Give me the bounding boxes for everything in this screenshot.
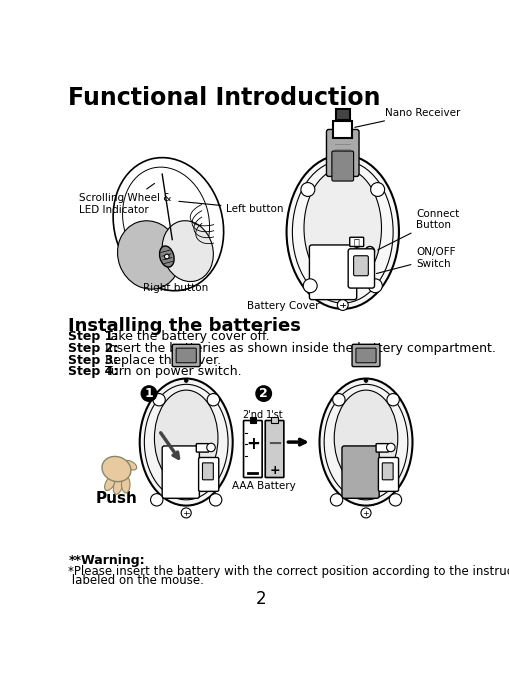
Circle shape [141, 386, 156, 401]
FancyBboxPatch shape [382, 463, 392, 480]
Text: Scrolling Wheel &
LED Indicator: Scrolling Wheel & LED Indicator [79, 183, 172, 215]
FancyBboxPatch shape [353, 256, 367, 276]
Text: *Please insert the battery with the correct position according to the instructio: *Please insert the battery with the corr… [68, 565, 509, 577]
Circle shape [386, 443, 394, 452]
FancyBboxPatch shape [198, 458, 218, 492]
Circle shape [150, 494, 163, 506]
Circle shape [330, 494, 342, 506]
Circle shape [386, 394, 399, 406]
Circle shape [364, 247, 374, 256]
FancyBboxPatch shape [326, 129, 358, 176]
Circle shape [303, 279, 317, 293]
FancyBboxPatch shape [331, 151, 353, 181]
Circle shape [370, 183, 384, 196]
Text: +: + [269, 464, 279, 477]
Text: 2: 2 [259, 387, 268, 400]
Ellipse shape [319, 379, 412, 505]
Circle shape [164, 254, 169, 259]
Text: Push: Push [95, 490, 137, 505]
Circle shape [363, 379, 367, 383]
Bar [271, 417, 277, 423]
Text: Connect
Button: Connect Button [377, 209, 459, 250]
Text: Installing the batteries: Installing the batteries [68, 317, 301, 334]
Ellipse shape [286, 155, 398, 309]
FancyBboxPatch shape [309, 245, 356, 300]
Text: Replace the cover.: Replace the cover. [101, 353, 220, 366]
Ellipse shape [104, 475, 116, 490]
Text: 1: 1 [145, 387, 153, 400]
Ellipse shape [162, 221, 213, 281]
Text: Step 3:: Step 3: [68, 353, 119, 366]
Circle shape [332, 394, 345, 406]
Bar [249, 417, 256, 423]
Text: AAA Battery: AAA Battery [232, 481, 295, 492]
Circle shape [184, 379, 188, 383]
Ellipse shape [113, 477, 123, 494]
FancyBboxPatch shape [378, 458, 398, 492]
FancyBboxPatch shape [335, 110, 349, 121]
Circle shape [300, 183, 314, 196]
FancyBboxPatch shape [172, 345, 200, 366]
Text: 1'st: 1'st [265, 410, 283, 419]
Text: −: − [267, 435, 281, 454]
FancyBboxPatch shape [342, 446, 378, 498]
Text: **Warning:: **Warning: [68, 554, 145, 567]
Circle shape [367, 279, 382, 293]
FancyBboxPatch shape [196, 443, 208, 452]
Ellipse shape [121, 476, 130, 493]
Ellipse shape [139, 379, 232, 505]
Circle shape [388, 494, 401, 506]
FancyBboxPatch shape [375, 443, 388, 452]
Text: Battery Cover: Battery Cover [246, 298, 335, 311]
Text: Insert the batteries as shown inside the battery compartment.: Insert the batteries as shown inside the… [101, 342, 495, 355]
Text: Left button: Left button [179, 202, 284, 214]
Circle shape [206, 443, 215, 452]
Text: Step 2:: Step 2: [68, 342, 119, 355]
Ellipse shape [333, 390, 397, 486]
Circle shape [209, 494, 221, 506]
Text: Functional Introduction: Functional Introduction [68, 86, 380, 110]
FancyBboxPatch shape [349, 237, 363, 247]
FancyBboxPatch shape [265, 421, 284, 477]
Circle shape [360, 508, 371, 518]
Circle shape [256, 386, 271, 401]
Text: Take the battery cover off.: Take the battery cover off. [101, 330, 269, 343]
FancyBboxPatch shape [162, 446, 199, 498]
FancyBboxPatch shape [243, 421, 262, 477]
FancyBboxPatch shape [355, 348, 375, 363]
Text: labeled on the mouse.: labeled on the mouse. [68, 574, 204, 587]
FancyBboxPatch shape [348, 249, 374, 288]
Circle shape [207, 394, 219, 406]
Ellipse shape [113, 157, 223, 291]
Text: Step 1:: Step 1: [68, 330, 119, 343]
Ellipse shape [159, 246, 174, 267]
FancyBboxPatch shape [333, 121, 351, 138]
Text: Right button: Right button [143, 283, 208, 294]
Circle shape [153, 394, 165, 406]
Text: Step 4:: Step 4: [68, 365, 119, 378]
Ellipse shape [303, 168, 381, 287]
Text: Turn on power switch.: Turn on power switch. [101, 365, 241, 378]
FancyBboxPatch shape [176, 348, 196, 363]
FancyBboxPatch shape [202, 463, 213, 480]
Text: ON/OFF
Switch: ON/OFF Switch [376, 247, 455, 274]
Ellipse shape [154, 390, 217, 486]
Ellipse shape [117, 221, 180, 289]
Text: 2'nd: 2'nd [242, 410, 263, 419]
FancyBboxPatch shape [351, 345, 379, 366]
Ellipse shape [124, 460, 136, 470]
Circle shape [336, 300, 348, 311]
Text: 2: 2 [256, 590, 266, 608]
Circle shape [181, 508, 191, 518]
Text: +: + [245, 435, 259, 454]
Ellipse shape [102, 456, 131, 481]
Text: ⧮: ⧮ [353, 237, 359, 247]
Text: Nano Receiver: Nano Receiver [354, 108, 460, 127]
